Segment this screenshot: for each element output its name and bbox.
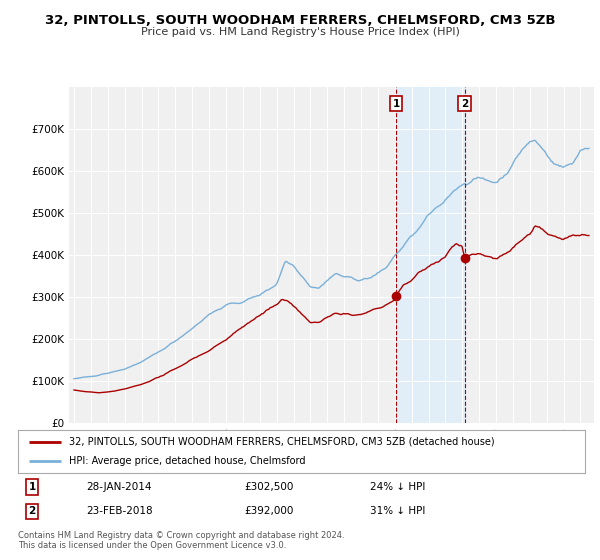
Text: Price paid vs. HM Land Registry's House Price Index (HPI): Price paid vs. HM Land Registry's House … <box>140 27 460 37</box>
Text: 32, PINTOLLS, SOUTH WOODHAM FERRERS, CHELMSFORD, CM3 5ZB: 32, PINTOLLS, SOUTH WOODHAM FERRERS, CHE… <box>45 14 555 27</box>
Text: HPI: Average price, detached house, Chelmsford: HPI: Average price, detached house, Chel… <box>69 456 305 466</box>
Text: £392,000: £392,000 <box>245 506 294 516</box>
Text: £302,500: £302,500 <box>245 482 294 492</box>
Text: 1: 1 <box>29 482 36 492</box>
Bar <box>396 87 464 423</box>
Text: Contains HM Land Registry data © Crown copyright and database right 2024.
This d: Contains HM Land Registry data © Crown c… <box>18 531 344 550</box>
Text: 28-JAN-2014: 28-JAN-2014 <box>86 482 152 492</box>
Text: 23-FEB-2018: 23-FEB-2018 <box>86 506 152 516</box>
Text: 24% ↓ HPI: 24% ↓ HPI <box>370 482 425 492</box>
Text: 2: 2 <box>29 506 36 516</box>
Text: 2: 2 <box>461 99 469 109</box>
Text: 31% ↓ HPI: 31% ↓ HPI <box>370 506 425 516</box>
Text: 32, PINTOLLS, SOUTH WOODHAM FERRERS, CHELMSFORD, CM3 5ZB (detached house): 32, PINTOLLS, SOUTH WOODHAM FERRERS, CHE… <box>69 437 494 447</box>
Text: 1: 1 <box>392 99 400 109</box>
